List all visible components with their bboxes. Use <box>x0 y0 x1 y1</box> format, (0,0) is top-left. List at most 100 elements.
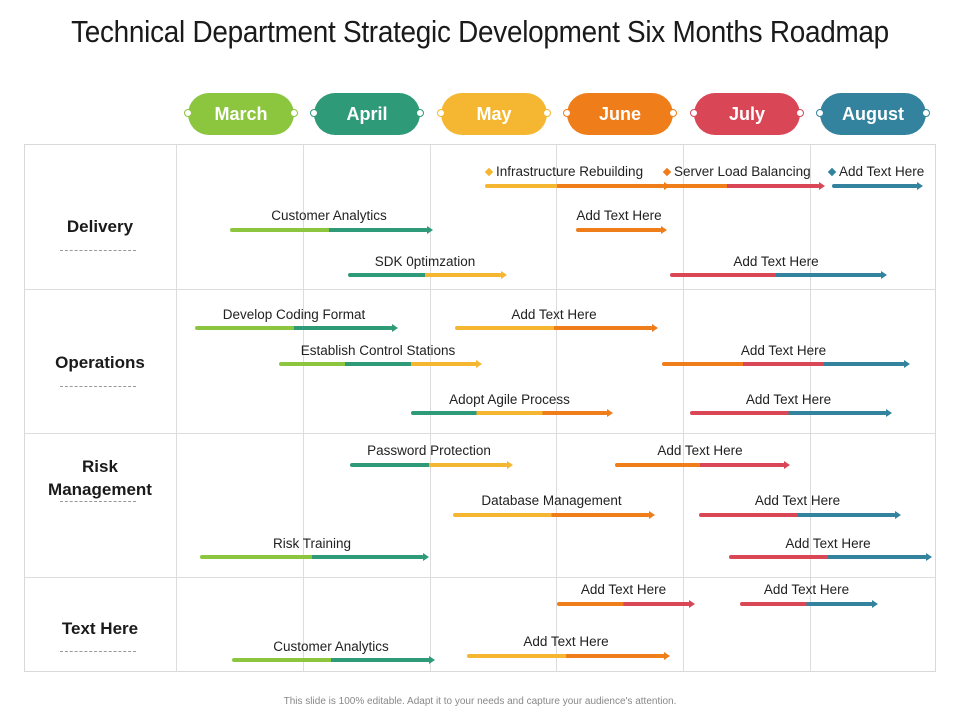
arrow-head <box>501 271 507 279</box>
grid-column-line <box>430 144 431 672</box>
arrow-head <box>661 226 667 234</box>
legend-item: Infrastructure Rebuilding <box>484 164 644 179</box>
connector-dot <box>310 109 318 117</box>
connector-dot <box>290 109 298 117</box>
task-bar <box>557 600 695 608</box>
arrow-head <box>427 226 433 234</box>
task-bar <box>232 656 435 664</box>
page-title: Technical Department Strategic Developme… <box>71 14 889 49</box>
task-label: Add Text Here <box>785 536 871 551</box>
task-label: Add Text Here <box>733 254 819 269</box>
task-label: Establish Control Stations <box>300 343 456 358</box>
legend-bar <box>665 182 825 190</box>
grid-column-line <box>556 144 557 672</box>
grid-column-line <box>176 144 177 672</box>
legend-item: Server Load Balancing <box>662 164 811 179</box>
task-bar <box>729 553 932 561</box>
month-label: May <box>476 103 512 124</box>
task-label: Database Management <box>481 493 622 508</box>
connector-dot <box>796 109 804 117</box>
grid-column-line <box>303 144 304 672</box>
task-label: SDK 0ptimzation <box>374 254 476 269</box>
month-label: June <box>598 103 641 124</box>
month-label: July <box>728 103 766 124</box>
month-june: June <box>563 93 677 135</box>
task-bar <box>411 409 613 417</box>
arrow-head <box>886 409 892 417</box>
legend-label: Infrastructure Rebuilding <box>496 164 644 179</box>
arrow-head <box>784 461 790 469</box>
arrow-head <box>423 553 429 561</box>
task-bar <box>467 652 670 660</box>
legend-bar <box>485 182 670 190</box>
connector-dot <box>437 109 445 117</box>
month-april: April <box>310 93 424 135</box>
month-label: April <box>346 103 388 124</box>
connector-dot <box>816 109 824 117</box>
row-label: Risk Management <box>48 457 152 499</box>
task-label: Add Text Here <box>754 493 841 508</box>
arrow-head <box>917 182 923 190</box>
task-label: Add Text Here <box>580 582 667 597</box>
task-label: Customer Analytics <box>273 639 389 654</box>
arrow-head <box>429 656 435 664</box>
task-label: Add Text Here <box>523 634 609 649</box>
arrow-head <box>904 360 910 368</box>
arrow-head <box>689 600 695 608</box>
task-bar <box>615 461 790 469</box>
legend-item: Add Text Here <box>827 164 925 179</box>
task-label: Add Text Here <box>740 343 827 358</box>
task-label: Customer Analytics <box>271 208 387 223</box>
connector-dot <box>563 109 571 117</box>
task-bar <box>453 511 655 519</box>
grid-column-line <box>810 144 811 672</box>
diamond-icon <box>662 167 672 176</box>
task-bar <box>699 511 901 519</box>
task-bar <box>195 324 398 332</box>
arrow-head <box>476 360 482 368</box>
task-bar <box>279 360 482 368</box>
month-march: March <box>184 93 298 135</box>
task-bar <box>200 553 429 561</box>
diamond-icon <box>484 167 494 176</box>
arrow-head <box>649 511 655 519</box>
arrow-head <box>872 600 878 608</box>
arrow-head <box>926 553 932 561</box>
task-label: Risk Training <box>272 536 352 551</box>
task-label: Add Text Here <box>657 443 743 458</box>
footer-note: This slide is 100% editable. Adapt it to… <box>283 696 677 707</box>
legend-label: Server Load Balancing <box>674 164 811 179</box>
task-bar <box>690 409 892 417</box>
arrow-head <box>607 409 613 417</box>
month-may: May <box>437 93 551 135</box>
legend-label: Add Text Here <box>839 164 925 179</box>
connector-dot <box>543 109 551 117</box>
row-underline <box>60 250 136 251</box>
month-label: August <box>842 103 904 124</box>
task-bar <box>670 271 887 279</box>
connector-dot <box>184 109 192 117</box>
arrow-head <box>881 271 887 279</box>
month-august: August <box>816 93 930 135</box>
task-label: Add Text Here <box>511 307 597 322</box>
row-underline <box>60 386 136 387</box>
task-bar <box>740 600 878 608</box>
row-label: Text Here <box>61 619 139 638</box>
row-label: Operations <box>55 353 145 372</box>
arrow-head <box>507 461 513 469</box>
task-bar <box>455 324 658 332</box>
row-label: Delivery <box>66 217 134 236</box>
task-bar <box>662 360 910 368</box>
grid-row-line <box>24 289 936 290</box>
grid-row-line <box>24 433 936 434</box>
arrow-head <box>652 324 658 332</box>
arrow-head <box>664 652 670 660</box>
task-label: Add Text Here <box>745 392 832 407</box>
connector-dot <box>690 109 698 117</box>
task-bar <box>576 226 667 234</box>
task-label: Password Protection <box>367 443 491 458</box>
month-label: March <box>214 103 268 124</box>
diamond-icon <box>827 167 837 176</box>
connector-dot <box>669 109 677 117</box>
arrow-head <box>819 182 825 190</box>
